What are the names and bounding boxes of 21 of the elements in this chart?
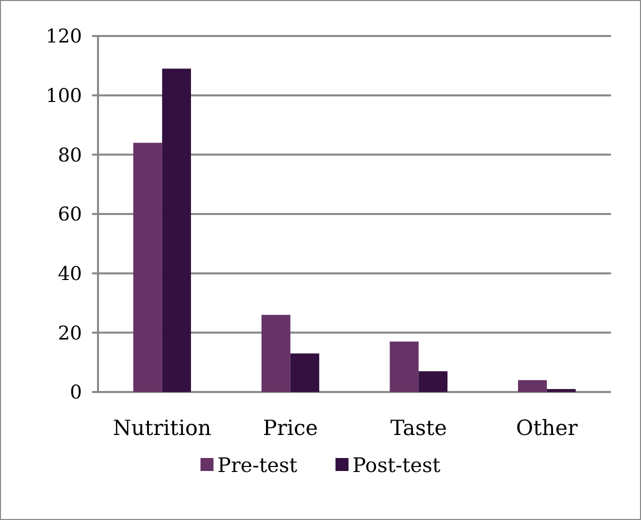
y-tick-label: 100 [46,84,82,107]
x-tick-label: Price [262,416,318,440]
legend-label: Pre-test [218,453,298,477]
bar [546,389,576,392]
legend-label: Post-test [352,453,440,477]
y-tick-label: 0 [70,382,82,404]
y-tick-label: 120 [46,26,82,48]
y-tick-label: 80 [58,144,82,166]
bar [262,314,290,392]
bar [390,342,419,392]
bar [290,353,320,392]
x-tick-label: Nutrition [112,416,212,440]
y-tick-label: 20 [58,322,82,344]
bar [418,371,448,392]
y-tick-label: 60 [58,204,82,226]
y-tick-label: 40 [58,262,82,285]
x-tick-label: Other [516,416,579,440]
bar [133,142,162,392]
bar [518,380,547,392]
x-tick-label: Taste [390,416,447,440]
bar [162,68,191,392]
